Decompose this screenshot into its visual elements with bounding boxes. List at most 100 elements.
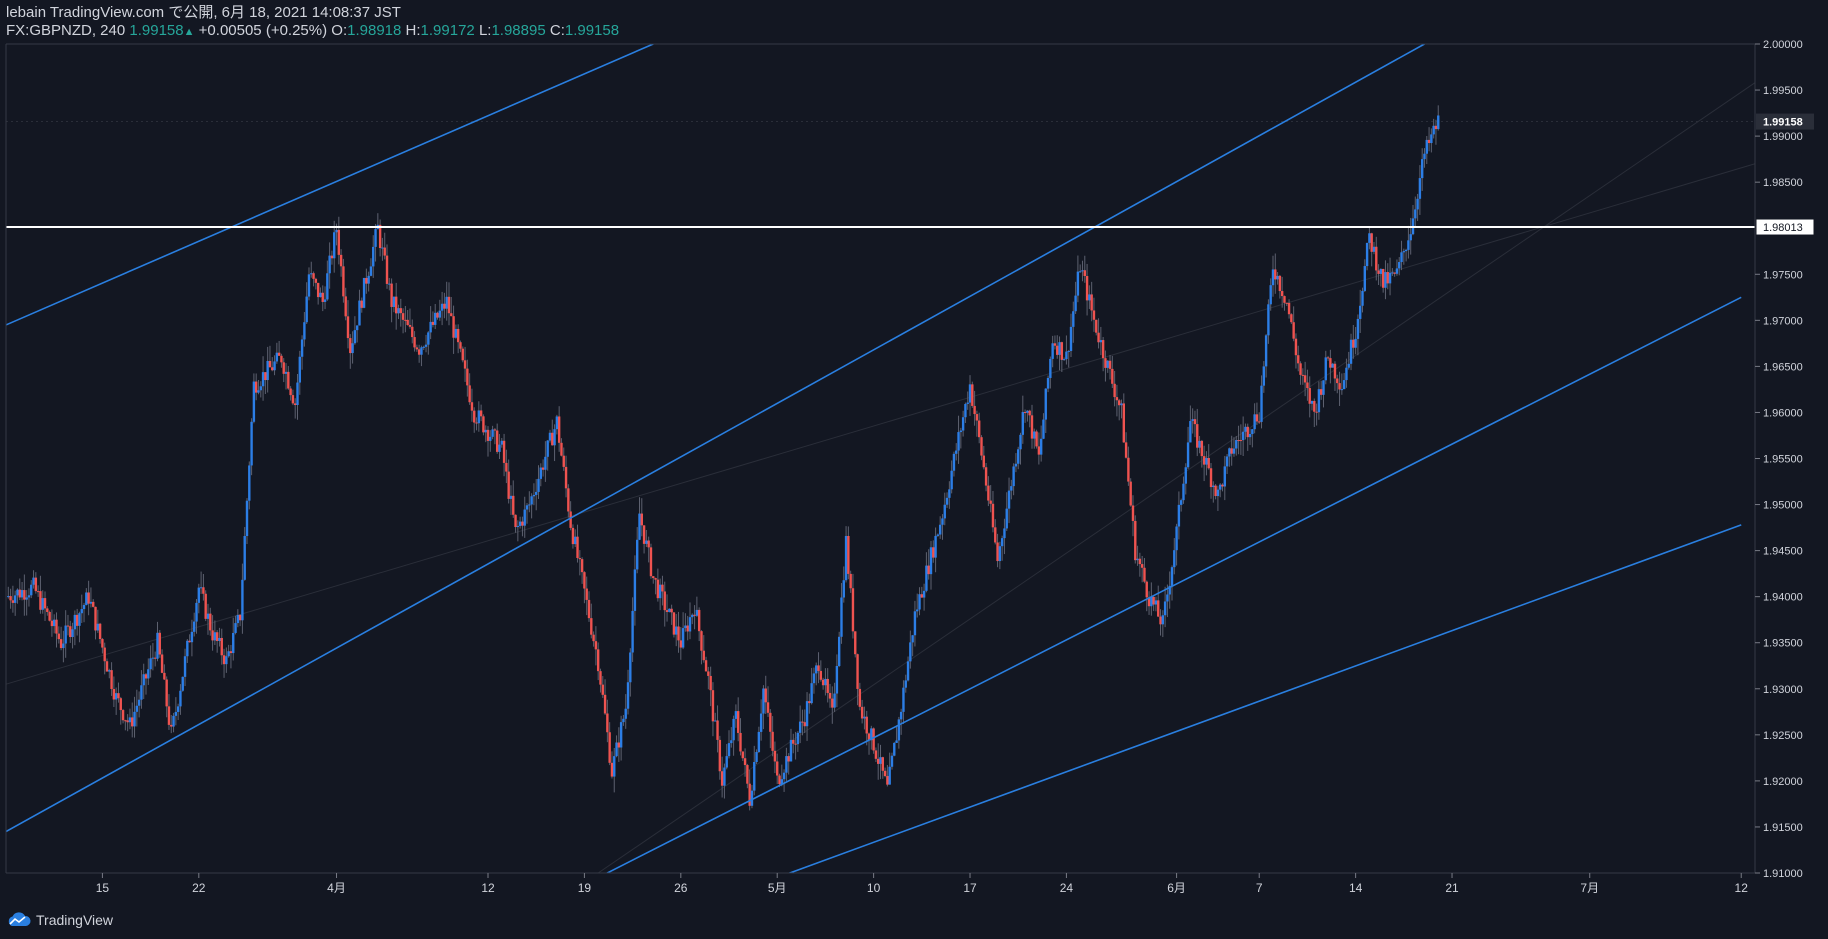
candle-body	[808, 701, 811, 704]
candle-body	[1278, 275, 1282, 292]
candle-body	[1111, 368, 1114, 384]
candle-body	[1228, 448, 1231, 457]
candle-body	[1274, 269, 1277, 280]
candle-body	[1297, 355, 1300, 364]
candle-body	[1333, 363, 1337, 379]
candle-body	[1069, 326, 1073, 352]
candle-body	[222, 655, 226, 665]
symbol-label[interactable]: FX:GBPNZD, 240	[6, 22, 126, 39]
candle-body	[734, 711, 738, 719]
candle-body	[1212, 485, 1215, 488]
candle-body	[780, 779, 784, 785]
candle-body	[1354, 338, 1357, 348]
candle-body	[837, 636, 841, 666]
candle-body	[241, 579, 244, 621]
candle-body	[505, 462, 508, 472]
candle-body	[633, 569, 637, 611]
candle-body	[489, 436, 492, 441]
candle-body	[1122, 403, 1125, 443]
candle-body	[374, 229, 377, 247]
candle-body	[1124, 442, 1128, 458]
candle-body	[1430, 134, 1433, 144]
candle-body	[762, 688, 765, 714]
candle-body	[103, 647, 106, 662]
candle-body	[342, 266, 345, 297]
candle-body	[101, 639, 104, 648]
candle-body	[863, 716, 866, 719]
candle-body	[1147, 597, 1151, 607]
candle-body	[927, 565, 930, 575]
trendlines	[6, 44, 1755, 873]
candle-body	[163, 672, 166, 680]
candle-body	[452, 316, 455, 338]
candle-body	[746, 765, 749, 784]
candle-body	[411, 326, 414, 338]
candle-body	[236, 614, 240, 624]
x-tick-label: 15	[96, 881, 110, 895]
candle-body	[1381, 269, 1385, 288]
candle-body	[1170, 567, 1174, 586]
candle-body	[865, 716, 868, 734]
candle-body	[1106, 360, 1109, 368]
candle-body	[929, 547, 933, 575]
candle-body	[34, 577, 38, 592]
candle-body	[941, 518, 944, 525]
chart-canvas[interactable]: 2.00000 1.99500 1.99000 1.98500 1.97500 1.970…	[0, 0, 1828, 905]
candle-body	[950, 470, 953, 490]
candle-body	[131, 717, 134, 727]
candle-body	[1099, 340, 1103, 343]
candle-body	[1189, 421, 1192, 443]
candle-body	[1388, 272, 1392, 284]
y-tick-label: 1.95500	[1763, 454, 1803, 466]
candle-body	[195, 602, 198, 622]
candle-body	[94, 606, 97, 631]
candle-body	[966, 402, 969, 404]
candle-body	[71, 629, 74, 638]
candle-body	[190, 631, 194, 643]
candle-body	[688, 617, 692, 632]
candle-body	[1402, 251, 1406, 253]
candle-body	[647, 540, 650, 548]
candle-body	[663, 591, 666, 611]
candle-body	[1331, 363, 1334, 368]
y-tick-label: 1.92500	[1763, 730, 1803, 742]
candle-body	[1425, 139, 1428, 154]
open-label: O:	[331, 22, 348, 39]
candle-body	[147, 669, 150, 679]
candle-body	[1306, 382, 1309, 389]
candle-body	[73, 614, 77, 630]
candle-body	[991, 503, 995, 528]
low-value: 1.98895	[491, 22, 546, 39]
candle-body	[245, 500, 249, 537]
candle-body	[996, 542, 999, 562]
candle-body	[1118, 400, 1121, 406]
candle-body	[1292, 322, 1295, 339]
candle-body	[748, 783, 751, 806]
candle-body	[1090, 294, 1093, 311]
candle-body	[913, 611, 917, 636]
candle-body	[658, 584, 662, 599]
candle-body	[156, 632, 159, 659]
candle-body	[1416, 198, 1419, 210]
candle-body	[739, 732, 742, 752]
candle-body	[684, 625, 687, 629]
candle-body	[693, 614, 696, 616]
candle-body	[53, 619, 56, 627]
candle-body	[55, 619, 58, 634]
candle-body	[1214, 485, 1217, 497]
candle-body	[1072, 311, 1075, 327]
candle-body	[847, 535, 850, 574]
close-value: 1.99158	[564, 22, 620, 39]
candle-body	[675, 626, 678, 635]
candle-body	[877, 758, 880, 764]
candle-body	[998, 546, 1002, 562]
candle-body	[114, 693, 118, 700]
candle-body	[1081, 270, 1084, 272]
candle-body	[886, 776, 889, 785]
candle-body	[819, 670, 823, 680]
candle-body	[248, 465, 251, 501]
candle-body	[973, 405, 976, 415]
tradingview-brand: TradingView	[36, 912, 114, 928]
candle-body	[415, 347, 419, 350]
candle-body	[661, 584, 664, 592]
